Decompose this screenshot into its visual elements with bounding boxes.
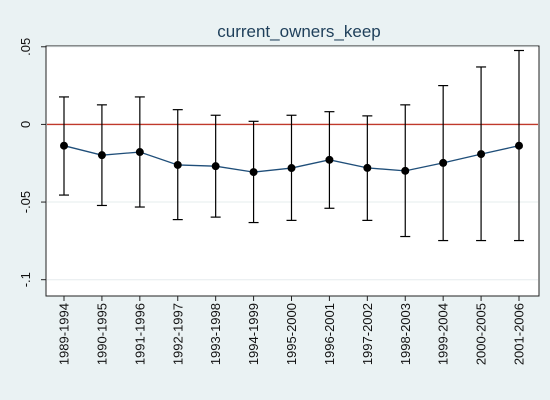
data-point <box>173 160 182 169</box>
data-point <box>401 166 410 175</box>
data-point <box>477 150 486 159</box>
series-layer <box>60 141 523 177</box>
x-tick-label: 1999-2004 <box>436 303 451 365</box>
x-tick-label: 1989-1994 <box>57 303 72 365</box>
data-point <box>135 148 144 157</box>
x-tick-label: 1993-1998 <box>208 303 223 365</box>
data-point <box>325 155 334 164</box>
y-tick-label: -.05 <box>18 191 33 213</box>
data-point <box>249 168 258 177</box>
x-tick-label: 1990-1995 <box>94 303 109 365</box>
data-point <box>60 141 68 150</box>
x-tick-label: 1995-2000 <box>284 303 299 365</box>
y-tick-label: .05 <box>18 38 33 56</box>
data-point <box>287 164 296 173</box>
data-point <box>515 141 523 150</box>
x-tick-label: 1991-1996 <box>132 303 147 365</box>
tick-labels: .05 0 -.05 -.1 1989-1994 1990-1995 1991-1996 19… <box>18 38 527 365</box>
x-tick-label: 2000-2005 <box>474 303 489 365</box>
y-tick-label: -.1 <box>18 272 33 287</box>
x-tick-label: 1996-2001 <box>322 303 337 365</box>
x-tick-label: 1994-1999 <box>246 303 261 365</box>
x-tick-label: 2001-2006 <box>512 303 527 365</box>
x-tick-label: 1997-2002 <box>360 303 375 365</box>
data-point <box>363 163 372 172</box>
y-tick-label: 0 <box>18 121 33 128</box>
data-point <box>439 158 448 167</box>
chart-title: current_owners_keep <box>217 22 380 41</box>
data-point <box>211 162 220 171</box>
x-tick-label: 1992-1997 <box>170 303 185 365</box>
axes <box>41 46 520 301</box>
data-point <box>97 151 106 160</box>
x-tick-label: 1998-2003 <box>398 303 413 365</box>
